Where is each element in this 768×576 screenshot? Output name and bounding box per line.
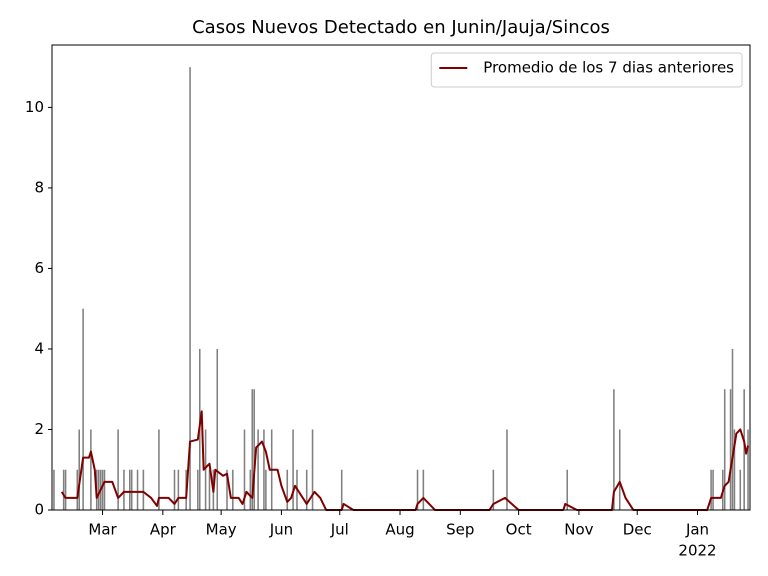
bar (173, 469, 176, 510)
bar (123, 469, 125, 510)
bar (76, 469, 79, 510)
legend-box (430, 52, 743, 88)
y-tick-label: 2 (34, 420, 44, 438)
bar (265, 469, 267, 510)
bar (506, 429, 508, 510)
y-tick-label: 10 (25, 98, 44, 116)
bar (416, 469, 419, 510)
x-tick-label: Jan (685, 521, 709, 539)
bar (613, 389, 615, 510)
bar (733, 429, 736, 510)
legend-label: Promedio de los 7 dias anteriores (483, 59, 734, 77)
bar (208, 469, 211, 510)
bar (158, 429, 160, 510)
chart-title: Casos Nuevos Detectado en Junin/Jauja/Si… (192, 17, 610, 38)
bar (53, 469, 55, 510)
x-tick-label: Sep (446, 521, 474, 539)
bar (226, 469, 228, 510)
bar (292, 429, 294, 510)
bar (82, 308, 84, 510)
bar (243, 429, 246, 510)
bar (729, 389, 732, 510)
bar (142, 469, 145, 510)
bar (101, 469, 104, 510)
bar (257, 429, 259, 510)
y-tick-label: 4 (34, 339, 44, 357)
x-tick-label: Jul (330, 521, 349, 539)
legend: Promedio de los 7 dias anteriores (430, 52, 743, 88)
bar (216, 348, 219, 510)
bar (492, 469, 495, 510)
x-tick-label: Mar (88, 521, 117, 539)
bar (340, 469, 343, 510)
bar (62, 469, 65, 510)
bar (731, 348, 734, 510)
x-tick-label: Oct (506, 521, 532, 539)
bar (286, 469, 289, 510)
bar (311, 429, 314, 510)
bar (253, 389, 255, 510)
y-tick-label: 0 (34, 501, 44, 519)
x-tick-label: Jun (269, 521, 293, 539)
bar (130, 469, 133, 510)
bar (249, 469, 252, 510)
bar (117, 429, 119, 510)
y-tick-label: 6 (34, 259, 44, 277)
x-tick-label: Apr (150, 521, 177, 539)
bar (90, 429, 92, 510)
bar (103, 469, 106, 510)
bar (743, 389, 745, 510)
bar (566, 469, 569, 510)
bar (64, 469, 67, 510)
bar (177, 469, 180, 510)
bar (78, 429, 80, 510)
bar (197, 469, 199, 510)
x-tick-sublabel: 2022 (678, 542, 716, 560)
y-tick-label: 8 (34, 178, 44, 196)
bar (204, 429, 207, 510)
average-line (60, 410, 750, 511)
bar (189, 67, 191, 511)
bar (136, 469, 139, 510)
bar (251, 389, 254, 510)
x-tick-label: May (206, 521, 237, 539)
bar (747, 429, 749, 510)
x-tick-label: Aug (385, 521, 414, 539)
x-tick-label: Dec (623, 521, 652, 539)
bar (739, 469, 742, 510)
bar (723, 389, 726, 510)
bar (710, 469, 712, 510)
bar (712, 469, 714, 510)
bar (618, 429, 621, 510)
bar (422, 469, 425, 510)
bar (128, 469, 131, 510)
x-tick-label: Nov (564, 521, 593, 539)
bar (97, 469, 100, 510)
bar (263, 429, 265, 510)
bar (232, 469, 234, 510)
plot-frame (51, 44, 751, 511)
bar (305, 469, 308, 510)
